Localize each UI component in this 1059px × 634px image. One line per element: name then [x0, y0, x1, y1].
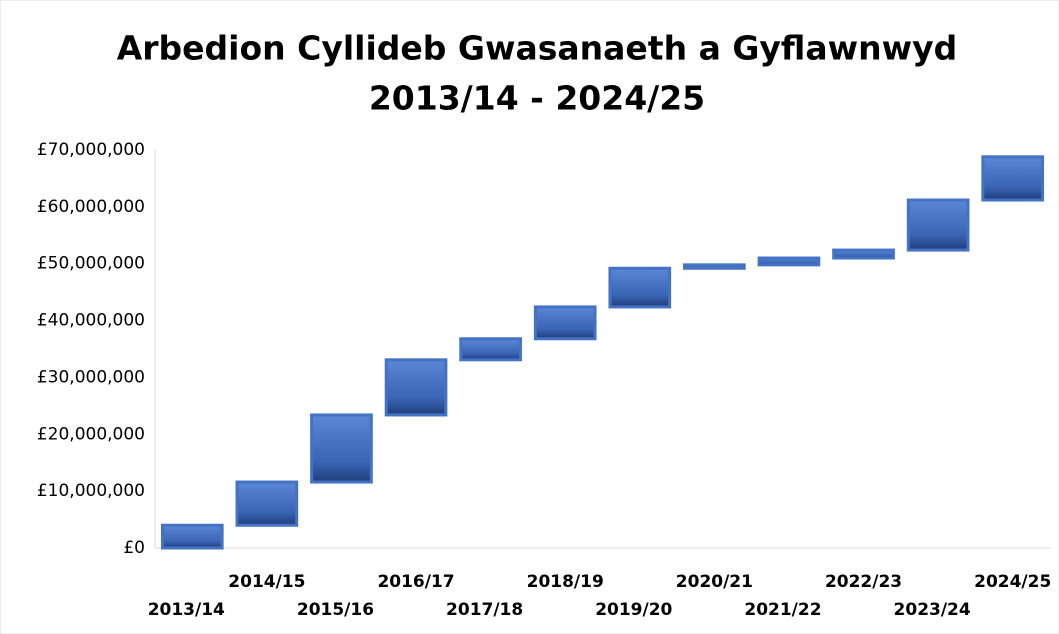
- bar: [310, 413, 373, 484]
- y-tick-label: £70,000,000: [37, 140, 145, 160]
- x-tick-label: 2013/14: [148, 600, 225, 620]
- chart-title: Arbedion Cyllideb Gwasanaeth a Gyflawnwy…: [117, 29, 958, 68]
- bar: [683, 263, 746, 270]
- bar: [235, 480, 299, 527]
- y-tick-label: £10,000,000: [37, 481, 145, 501]
- x-tick-label: 2019/20: [595, 600, 672, 620]
- x-tick-label: 2014/15: [228, 572, 305, 592]
- x-tick-label: 2017/18: [446, 600, 523, 620]
- bar: [160, 523, 224, 550]
- x-tick-label: 2023/24: [894, 600, 971, 620]
- x-tick-label: 2015/16: [297, 600, 374, 620]
- chart-subtitle: 2013/14 - 2024/25: [369, 79, 705, 118]
- bar: [384, 358, 448, 417]
- x-tick-label: 2016/17: [377, 572, 454, 592]
- y-tick-label: £20,000,000: [37, 424, 145, 444]
- bar: [533, 305, 597, 341]
- bar: [608, 266, 672, 309]
- y-tick-label: £30,000,000: [37, 367, 145, 387]
- x-tick-label: 2022/23: [825, 572, 902, 592]
- bar: [981, 155, 1045, 202]
- y-tick-label: £0: [123, 538, 145, 558]
- x-tick-label: 2020/21: [676, 572, 753, 592]
- y-tick-label: £60,000,000: [37, 197, 145, 217]
- x-tick-label: 2021/22: [744, 600, 821, 620]
- bar: [906, 198, 970, 252]
- bar: [459, 337, 522, 362]
- y-tick-label: £50,000,000: [37, 254, 145, 274]
- y-tick-label: £40,000,000: [37, 311, 145, 331]
- x-tick-label: 2018/19: [527, 572, 604, 592]
- bar: [757, 256, 821, 267]
- x-tick-label: 2024/25: [974, 572, 1051, 592]
- bar: [832, 248, 895, 260]
